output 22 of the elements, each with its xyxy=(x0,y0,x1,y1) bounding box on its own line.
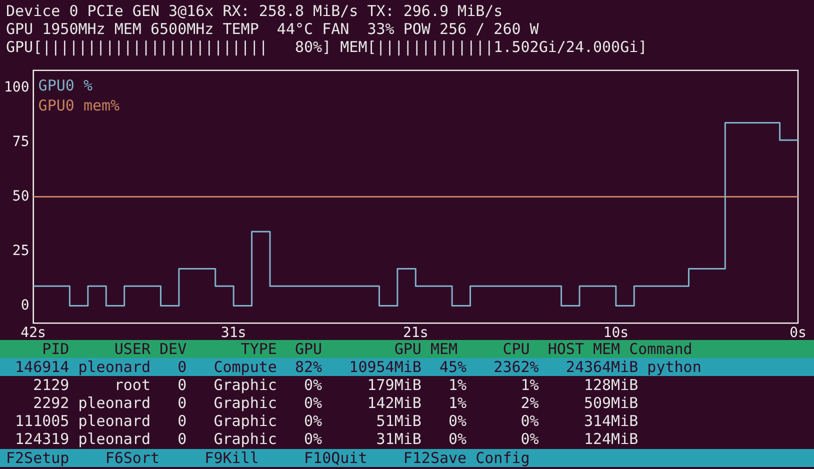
y-tick-label: 50 xyxy=(12,188,30,204)
y-tick-label: 75 xyxy=(12,134,30,150)
x-tick-label: 31s xyxy=(220,325,246,342)
text: 124319 pleonard 0 Graphic 0% 31MiB 0% 0% 124MiB xyxy=(14,430,640,448)
x-tick-label: 10s xyxy=(603,325,629,342)
x-tick-label: 42s xyxy=(20,325,46,342)
text: 111005 pleonard 0 Graphic 0% 51MiB 0% 0% 314MiB xyxy=(14,412,640,430)
text: GPU[||||||||||||||||||||||||| 80%] MEM[|||||||||||||1.502Gi/24.000Gi] xyxy=(5,38,648,56)
text: Device 0 PCIe GEN 3@16x RX: 258.8 MiB/s TX: 296.9 MiB/s xyxy=(5,2,504,20)
x-tick-label: 21s xyxy=(402,325,428,342)
text: GPU 1950MHz MEM 6500MHz TEMP 44°C FAN 33% POW 256 / 260 W xyxy=(5,20,540,38)
y-tick-label: 100 xyxy=(4,79,30,96)
text: 146914 pleonard 0 Compute 82% 10954MiB 45% 2362% 24364MiB python xyxy=(0,358,814,376)
x-tick-label: 0s xyxy=(790,325,806,342)
text: GPU0 % xyxy=(38,76,92,94)
y-tick-label: 25 xyxy=(12,242,30,259)
text: F2Setup F6Sort F9Kill F10Quit F12Save Config xyxy=(0,449,814,467)
text: 2292 pleonard 0 Graphic 0% 142MiB 1% 2% 509MiB xyxy=(32,394,640,412)
text: GPU0 mem% xyxy=(38,96,120,114)
y-tick-label: 0 xyxy=(20,297,30,314)
text: 2129 root 0 Graphic 0% 179MiB 1% 1% 128MiB xyxy=(32,376,640,394)
text: PID USER DEV TYPE GPU GPU MEM CPU HOST MEM Command xyxy=(0,340,814,358)
